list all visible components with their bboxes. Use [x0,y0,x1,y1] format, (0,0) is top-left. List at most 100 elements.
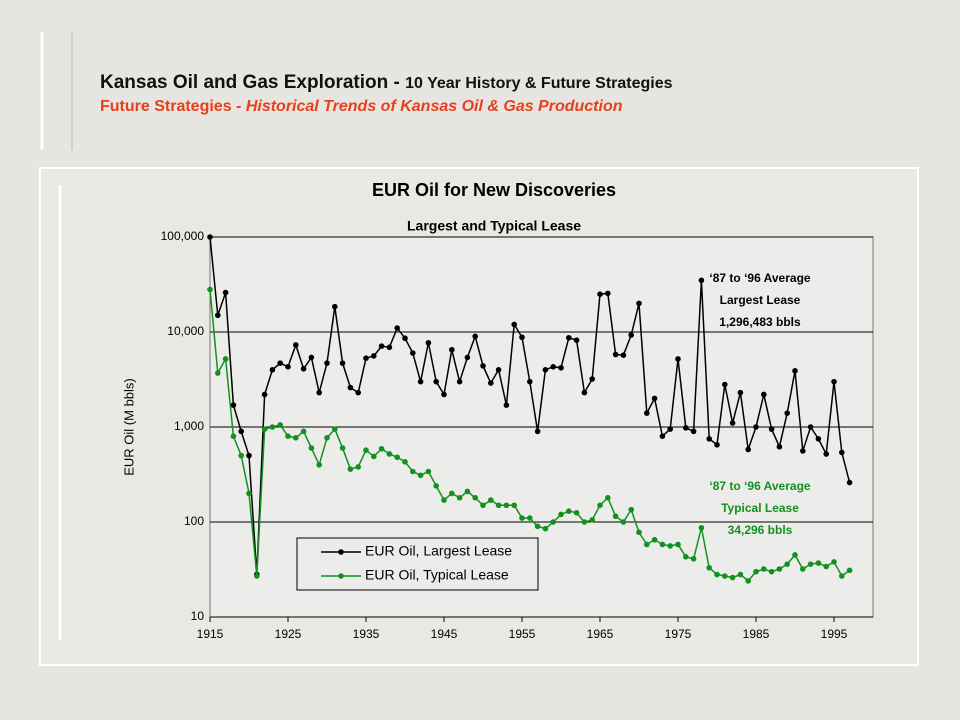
data-point [363,447,369,453]
data-point [644,410,650,416]
legend-marker [338,549,344,555]
data-point [324,360,330,366]
data-point [285,433,291,440]
data-point [378,445,385,452]
data-point [534,523,541,530]
data-point [737,571,744,578]
x-tick-label: 1985 [743,627,770,641]
data-point [277,360,284,366]
annotation: Typical Lease [721,501,799,515]
data-point [761,566,767,572]
data-point [597,502,603,509]
data-point [581,389,588,396]
data-point [839,573,845,579]
slide-title: Kansas Oil and Gas Exploration - 10 Year… [100,72,673,94]
data-point [300,365,307,372]
annotation: 34,296 bbls [728,523,793,537]
data-point [339,445,346,451]
data-point [417,472,424,479]
data-point [683,425,689,431]
data-point [745,578,751,584]
data-point [690,555,697,562]
data-point [761,391,767,398]
data-point [246,452,252,459]
data-point [449,490,455,497]
data-point [550,519,556,525]
data-point [667,543,673,549]
data-point [402,459,408,465]
data-point [410,350,416,356]
data-point [605,494,611,501]
y-tick-label: 10,000 [167,324,204,338]
data-point [293,434,299,441]
data-point [612,351,619,358]
x-tick-label: 1975 [665,627,692,641]
data-point [519,515,525,521]
x-tick-label: 1925 [275,627,302,641]
data-point [402,335,408,342]
data-point [534,428,541,435]
data-point [800,448,806,454]
data-point [527,378,533,385]
data-point [394,454,401,461]
data-point [597,291,603,297]
data-point [768,568,775,575]
data-point [831,378,837,385]
data-point [355,389,362,396]
data-point [410,468,416,475]
data-point [722,381,728,388]
data-point [378,343,385,349]
y-tick-label: 100 [184,514,204,528]
data-point [371,353,377,359]
data-point [215,370,221,376]
data-point [386,451,393,457]
data-point [456,494,463,501]
x-tick-label: 1955 [509,627,536,641]
data-point [433,483,440,489]
x-tick-label: 1935 [353,627,380,641]
data-point [472,494,479,501]
data-point [316,462,323,468]
data-point [698,524,705,531]
data-point [308,354,315,361]
header: Kansas Oil and Gas Exploration - 10 Year… [100,72,673,116]
data-point [308,445,315,451]
data-point [729,420,736,426]
data-point [714,571,720,578]
legend-label: EUR Oil, Typical Lease [365,567,509,583]
data-point [581,519,588,525]
data-point [207,234,213,240]
data-point [846,479,853,486]
chart-title: EUR Oil for New Discoveries [372,180,616,200]
data-point [495,502,502,509]
y-tick-label: 10 [191,609,205,623]
data-point [675,356,681,362]
data-point [776,443,783,450]
data-point [706,564,712,571]
data-point [566,508,572,514]
y-tick-label: 1,000 [174,419,204,433]
data-point [261,426,268,432]
data-point [722,573,728,579]
legend-marker [338,573,344,579]
data-point [347,384,354,391]
data-point [488,497,494,503]
data-point [753,568,759,575]
data-point [433,378,440,385]
data-point [316,389,323,396]
data-point [207,286,213,293]
data-point [456,378,463,385]
data-point [612,513,619,520]
data-point [566,334,572,341]
data-point [464,488,471,495]
data-point [659,541,666,548]
x-tick-label: 1915 [197,627,224,641]
data-point [238,428,244,435]
data-point [651,536,658,543]
data-point [776,566,783,572]
data-point [425,339,432,346]
data-point [253,573,260,579]
data-point [386,344,393,351]
subtitle-main: Future Strategies - [100,98,246,115]
data-point [269,424,276,430]
